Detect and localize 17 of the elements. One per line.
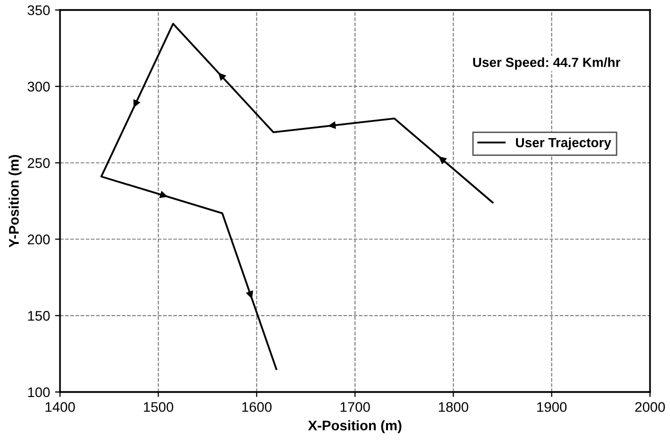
y-tick-label: 300 — [28, 82, 50, 92]
x-tick-label: 1700 — [340, 402, 370, 412]
x-tick-label: 1400 — [46, 402, 75, 412]
y-tick-label: 100 — [28, 387, 50, 398]
y-tick-label: 350 — [28, 5, 50, 16]
x-tick-label: 1600 — [242, 402, 272, 412]
legend-label: User Trajectory — [516, 138, 612, 150]
x-tick-label: 1500 — [144, 402, 174, 412]
annotation: User Speed: 44.7 Km/hr — [473, 57, 620, 70]
x-axis-title: X-Position (m) — [308, 420, 402, 434]
x-tick-label: 1800 — [438, 402, 468, 412]
y-tick-label: 200 — [28, 234, 50, 244]
x-tick-label: 1900 — [537, 402, 567, 412]
y-axis-title: Y-Position (m) — [8, 155, 22, 248]
y-tick-label: 250 — [28, 158, 50, 168]
y-tick-label: 150 — [28, 310, 50, 321]
x-tick-label: 2000 — [635, 402, 665, 412]
